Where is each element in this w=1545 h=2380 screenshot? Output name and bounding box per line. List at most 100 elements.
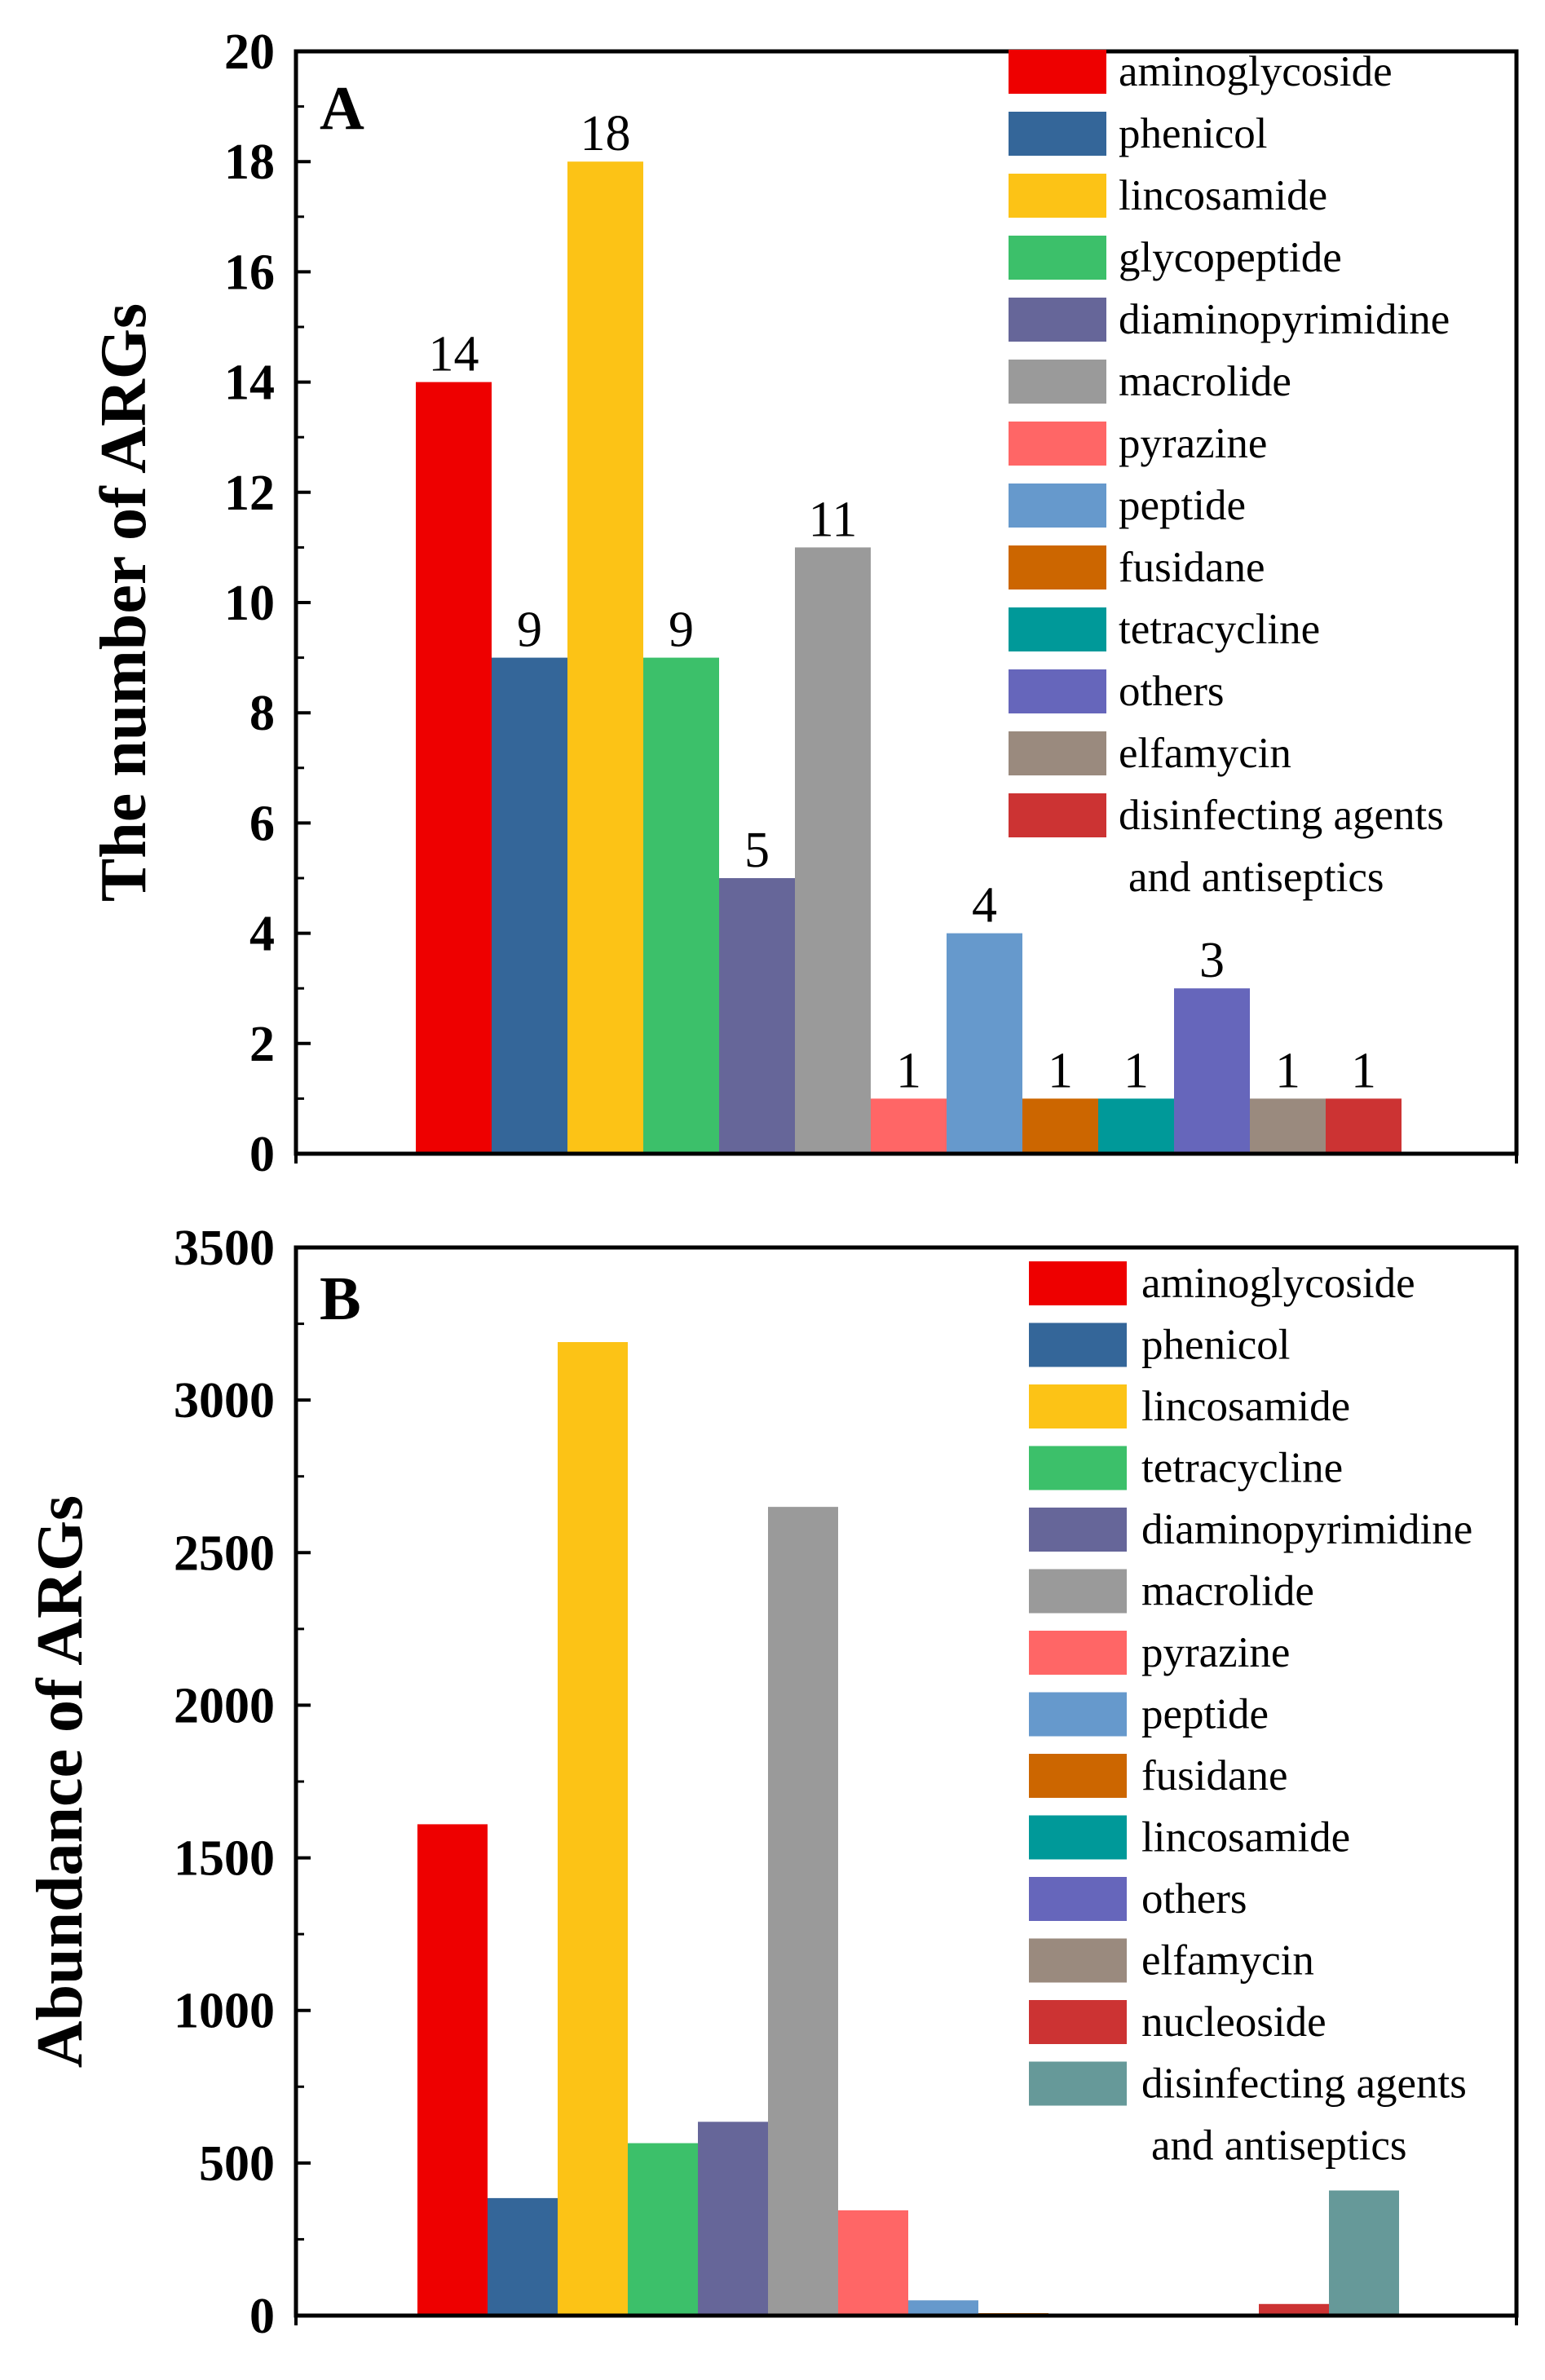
legend-swatch [1029, 2061, 1127, 2106]
legend-swatch [1029, 1692, 1127, 1737]
legend-swatch [1029, 1322, 1127, 1367]
y-tick-label: 20 [224, 24, 275, 80]
y-tick-label: 1000 [174, 1984, 275, 2039]
legend-label: pyrazine [1141, 1629, 1290, 1676]
bar-pyrazine [838, 2210, 908, 2316]
y-tick-label: 2000 [174, 1678, 275, 1733]
y-tick-label: 10 [224, 576, 275, 631]
data-label: 9 [669, 603, 694, 658]
y-tick-label: 6 [249, 796, 275, 851]
legend-label: aminoglycoside [1141, 1260, 1415, 1307]
y-axis-title: The number of ARGs [88, 303, 160, 902]
legend-label: diaminopyrimidine [1141, 1506, 1472, 1553]
legend-swatch [1029, 1384, 1127, 1428]
legend-swatch [1009, 793, 1106, 837]
y-tick-label: 1500 [174, 1831, 275, 1887]
y-tick-label: 18 [224, 135, 275, 190]
legend-label: diaminopyrimidine [1119, 296, 1450, 343]
bar-pyrazine [871, 1098, 947, 1154]
legend-swatch [1009, 360, 1106, 404]
data-label: 5 [744, 823, 770, 878]
legend-swatch [1009, 607, 1106, 651]
bar-peptide [908, 2300, 978, 2316]
legend-swatch [1009, 422, 1106, 466]
legend-swatch [1029, 1815, 1127, 1860]
y-tick-label: 8 [249, 686, 275, 741]
data-label: 18 [580, 106, 631, 161]
legend-label: macrolide [1119, 358, 1291, 405]
legend-label: and antiseptics [1151, 2122, 1407, 2170]
legend-label: phenicol [1119, 110, 1268, 157]
legend-label: peptide [1141, 1691, 1269, 1738]
y-tick-label: 0 [249, 2289, 275, 2344]
y-tick-label: 3500 [174, 1221, 275, 1276]
bar-lincosamide [567, 161, 643, 1155]
bar-diaminopyrimidine [719, 878, 795, 1154]
data-label: 4 [972, 878, 997, 934]
y-axis-title: Abundance of ARGs [24, 1495, 96, 2068]
legend-swatch [1029, 1508, 1127, 1552]
y-tick-label: 12 [224, 466, 275, 521]
legend-label: aminoglycoside [1119, 48, 1393, 95]
legend-label: tetracycline [1119, 606, 1320, 653]
legend-label: disinfecting agents [1119, 792, 1444, 839]
legend-label: phenicol [1141, 1322, 1291, 1369]
bar-disinfecting-agents-and-antiseptics [1329, 2190, 1399, 2316]
legend-swatch [1029, 1446, 1127, 1490]
legend-swatch [1029, 2000, 1127, 2044]
legend-label: disinfecting agents [1141, 2060, 1467, 2108]
legend: aminoglycoside phenicol lincosamide glycope… [1009, 48, 1450, 901]
bar-macrolide [795, 547, 871, 1154]
bar-glycopeptide [643, 657, 719, 1154]
data-label: 1 [1123, 1043, 1149, 1098]
y-tick-label: 4 [249, 907, 275, 962]
y-tick-label: 2 [249, 1017, 275, 1072]
bar-tetracycline [1098, 1098, 1174, 1154]
bar-elfamycin [1250, 1098, 1326, 1154]
panel-b: 0 500 1000 1500 2000 2500 3000 3500 Abundance of… [24, 1221, 1519, 2344]
bar-nucleoside [1259, 2303, 1329, 2316]
bar-others [1174, 988, 1250, 1154]
legend-label: others [1141, 1875, 1247, 1923]
legend-swatch [1009, 298, 1106, 342]
legend-label: lincosamide [1141, 1814, 1350, 1861]
data-label: 11 [809, 492, 858, 547]
y-tick-label: 500 [199, 2136, 275, 2192]
bar-peptide [947, 933, 1022, 1154]
bar-disinfecting-agents-and-antiseptics [1326, 1098, 1402, 1154]
bar-diaminopyrimidine [698, 2122, 768, 2316]
bar-macrolide [768, 1507, 838, 2316]
legend-swatch [1029, 1569, 1127, 1614]
legend-swatch [1009, 236, 1106, 280]
y-tick-label: 2500 [174, 1526, 275, 1581]
legend-label: nucleoside [1141, 1998, 1326, 2046]
legend-label: lincosamide [1141, 1383, 1350, 1430]
panel-label: B [320, 1265, 361, 1333]
legend-label: tetracycline [1141, 1445, 1343, 1492]
panel-label: A [320, 74, 364, 143]
data-label: 1 [1048, 1043, 1073, 1098]
data-label: 9 [517, 603, 542, 658]
legend-swatch [1009, 731, 1106, 775]
legend-label: peptide [1119, 482, 1246, 529]
legend-label: elfamycin [1141, 1937, 1314, 1985]
legend-label: fusidane [1141, 1752, 1288, 1799]
legend-label: lincosamide [1119, 172, 1327, 219]
bar-lincosamide [558, 1342, 628, 2316]
legend-label: macrolide [1141, 1568, 1314, 1615]
legend: aminoglycoside phenicol lincosamide tetracy… [1029, 1260, 1472, 2170]
y-tick-label: 3000 [174, 1373, 275, 1428]
legend-swatch [1029, 1877, 1127, 1921]
legend-label: and antiseptics [1128, 854, 1384, 901]
legend-swatch [1009, 50, 1106, 94]
legend-swatch [1009, 112, 1106, 156]
bar-tetracycline [628, 2143, 698, 2316]
bar-aminoglycoside [417, 1824, 488, 2316]
legend-swatch [1029, 1938, 1127, 1983]
legend-swatch [1029, 1631, 1127, 1675]
legend-swatch [1009, 174, 1106, 218]
legend-label: glycopeptide [1119, 234, 1342, 281]
legend-swatch [1009, 545, 1106, 589]
